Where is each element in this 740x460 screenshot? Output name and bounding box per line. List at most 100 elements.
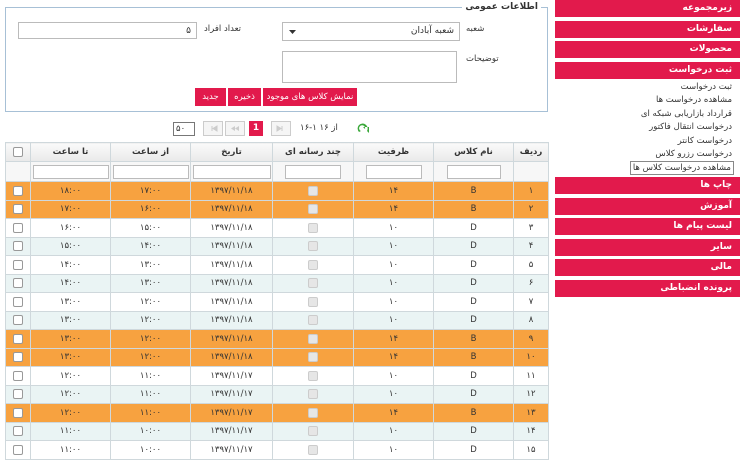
menu-item[interactable]: پرونده انضباطی <box>555 279 740 297</box>
count-label: تعداد افراد <box>204 24 242 34</box>
filter-input[interactable] <box>32 164 109 179</box>
menu-item[interactable]: مالی <box>555 259 740 276</box>
filter-cell <box>272 161 354 182</box>
branch-select[interactable]: شعبه آبادان <box>282 22 460 41</box>
count-input[interactable]: ۵ <box>18 22 197 39</box>
submenu-item[interactable]: قرارداد بازاریابی شبکه ای <box>640 108 732 119</box>
menu-item[interactable]: زیرمجموعه <box>555 0 740 17</box>
submenu-item[interactable]: درخواست رزرو کلاس <box>655 149 732 159</box>
cell: ۹ <box>513 329 549 349</box>
menu-item[interactable]: سفارشات <box>555 20 740 38</box>
checkbox[interactable] <box>13 146 23 157</box>
filter-input[interactable] <box>192 164 271 179</box>
cell: ۱۳۹۷/۱۱/۱۷ <box>190 403 273 423</box>
column-header: ظرفیت <box>353 142 434 162</box>
cell: ۱۷:۰۰ <box>110 181 191 201</box>
cell: ۱۳:۰۰ <box>110 273 191 293</box>
cell: D <box>433 440 514 460</box>
cell: ۱۰ <box>353 292 434 312</box>
cell: ۳ <box>513 218 549 238</box>
cell: ۱۴:۰۰ <box>30 255 111 275</box>
select-cell <box>5 255 31 275</box>
cell: ۱۲ <box>513 384 549 404</box>
row-checkbox[interactable] <box>13 185 23 196</box>
form-button[interactable]: ذخیره <box>228 88 261 106</box>
filter-input[interactable] <box>446 164 501 179</box>
row-checkbox[interactable] <box>13 444 23 455</box>
row-checkbox[interactable] <box>13 204 23 214</box>
row-checkbox[interactable] <box>13 315 23 325</box>
classes-table: ردیف نام کلاس ظرفیت چند رسانه ای تاریخ از ساع… <box>5 142 549 460</box>
submenu-item[interactable]: ثبت درخواست <box>680 82 732 92</box>
cell: ۱۳۹۷/۱۱/۱۷ <box>190 440 273 460</box>
multimedia-cell <box>272 347 354 367</box>
submenu-item[interactable]: درخواست کانتر <box>677 135 732 146</box>
cell: ۱۱ <box>513 366 549 386</box>
multimedia-checkbox <box>308 333 318 344</box>
row-checkbox[interactable] <box>13 278 23 288</box>
cell: ۱۴ <box>353 347 434 367</box>
multimedia-cell <box>272 273 354 293</box>
row-checkbox[interactable] <box>13 370 23 381</box>
cell: ۱۵ <box>513 440 549 460</box>
row-checkbox[interactable] <box>13 296 23 307</box>
cell: ۱۳ <box>513 403 549 423</box>
filter-input[interactable] <box>112 164 189 179</box>
last-page[interactable] <box>271 121 291 136</box>
filter-input[interactable] <box>285 164 341 179</box>
submenu-item[interactable]: مشاهده درخواست کلاس ها <box>629 161 734 176</box>
menu-item[interactable]: چاپ ها <box>555 177 740 194</box>
cell: ۶ <box>513 273 549 293</box>
refresh-icon[interactable] <box>356 121 370 135</box>
cell: ۱۳۹۷/۱۱/۱۸ <box>190 329 273 349</box>
cell: ۱۳۹۷/۱۱/۱۸ <box>190 236 273 256</box>
cell: ۱۱:۰۰ <box>110 403 191 423</box>
menu-item[interactable]: سایر <box>555 238 740 256</box>
cell: D <box>433 384 514 404</box>
form-button[interactable]: جدید <box>195 88 226 106</box>
cell: ۱۳:۰۰ <box>30 329 111 349</box>
multimedia-checkbox <box>308 389 318 399</box>
filter-input[interactable] <box>365 164 422 179</box>
select-cell <box>5 218 31 238</box>
row-checkbox[interactable] <box>13 241 23 251</box>
branch-label: شعبه <box>466 24 485 34</box>
row-checkbox[interactable] <box>13 333 23 344</box>
menu-item[interactable]: محصولات <box>555 41 740 58</box>
menu-item[interactable]: آموزش <box>555 197 740 215</box>
form-button[interactable]: نمایش کلاس های موجود <box>263 88 357 106</box>
table-row: ۶ D ۱۰ ۱۳۹۷/۱۱/۱۸ ۱۳:۰۰ ۱۴:۰۰ <box>5 273 549 293</box>
menu-item[interactable]: ثبت درخواست <box>555 61 740 79</box>
multimedia-checkbox <box>308 444 318 455</box>
description-input[interactable] <box>282 51 457 83</box>
multimedia-cell <box>272 440 354 460</box>
multimedia-cell <box>272 366 354 386</box>
cell: ۱۲:۰۰ <box>110 347 191 367</box>
row-checkbox[interactable] <box>13 426 23 436</box>
multimedia-cell <box>272 181 354 201</box>
cell: ۱۱:۰۰ <box>110 366 191 386</box>
menu-item[interactable]: لیست پیام ها <box>555 218 740 235</box>
row-checkbox[interactable] <box>13 222 23 233</box>
filter-cell <box>190 161 273 182</box>
select-cell <box>5 329 31 349</box>
cell: ۱۱:۰۰ <box>30 440 111 460</box>
prev-page[interactable] <box>225 121 245 136</box>
cell: D <box>433 366 514 386</box>
multimedia-cell <box>272 310 354 330</box>
row-checkbox[interactable] <box>13 389 23 399</box>
select-cell <box>5 292 31 312</box>
select-cell <box>5 403 31 423</box>
current-page[interactable]: 1 <box>249 121 263 136</box>
row-checkbox[interactable] <box>13 407 23 418</box>
first-page[interactable] <box>203 121 223 136</box>
table-row: ۱ B ۱۴ ۱۳۹۷/۱۱/۱۸ ۱۷:۰۰ ۱۸:۰۰ <box>5 181 549 201</box>
row-checkbox[interactable] <box>13 352 23 362</box>
description-label: توضیحات <box>466 54 499 64</box>
row-checkbox[interactable] <box>13 259 23 270</box>
submenu-item[interactable]: مشاهده درخواست ها <box>656 95 732 106</box>
cell: ۱۱:۰۰ <box>30 421 111 441</box>
select-cell <box>5 421 31 441</box>
page-size-select[interactable]: ۵۰ <box>173 122 195 136</box>
submenu-item[interactable]: درخواست انتقال فاکتور <box>649 122 732 133</box>
